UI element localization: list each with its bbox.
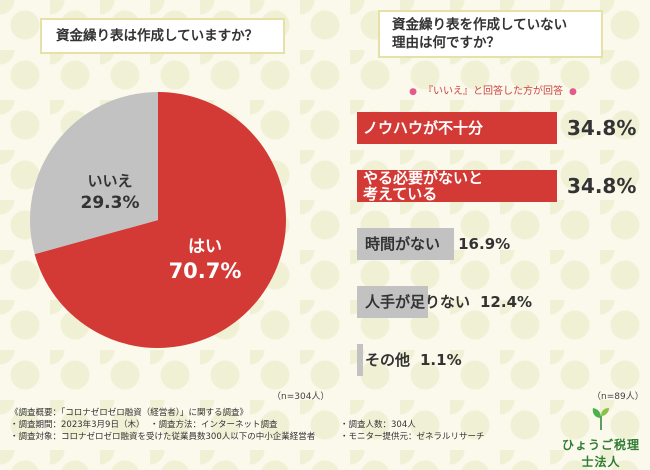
pie-chart [29,92,286,348]
bar-question-line1: 資金繰り表を作成していない [392,17,568,33]
footer-count: ・調査人数：304人 [340,420,416,430]
bar-n-label: （n=89人） [592,392,644,402]
footer-period: ・調査期間：2023年3月9日（木） [10,420,145,430]
pie-slice-no [29,92,158,255]
pie-value-yes: 70.7% [168,259,242,283]
sprout-icon [592,408,609,430]
bar-value-1: 34.8% [567,174,637,198]
pie-n-label: （n=304人） [272,392,330,402]
bar-value-3: 12.4% [480,293,533,311]
bar-label-line: その他 [365,351,411,369]
bar-label-4: その他 [365,352,410,368]
footer-method: ・調査方法：インターネット調査 [150,420,278,430]
pie-slice-yes [34,92,286,348]
bar-value-2: 16.9% [458,235,511,253]
pie-question-box: 資金繰り表は作成していますか？ [40,18,285,54]
bar-0 [357,112,557,144]
bar-label-1: やる必要がないと 考えている [363,170,483,202]
bar-label-3: 人手が足りない [365,294,470,310]
bar-label-line: 考えている [363,185,438,203]
footer-provider: ・モニター提供元：ゼネラルリサーチ [340,432,485,442]
pie-label-no: いいえ 29.3% [70,170,150,213]
bar-label-line: ノウハウが不十分 [363,119,484,137]
bar-4 [357,344,364,376]
bar-value-0: 34.8% [567,116,637,140]
respondent-tag-text: 『いいえ』と回答した方が回答 [423,86,563,97]
bar-question-line2: 理由は何ですか？ [392,35,500,51]
bar-label-0: ノウハウが不十分 [363,120,483,136]
bar-1 [357,170,557,202]
footer-overview: 《調査概要：「コロナゼロゼロ融資（経営者）」に関する調査》 [10,408,249,418]
footer-target: ・調査対象：コロナゼロゼロ融資を受けた従業員数300人以下の中小企業経営者 [10,432,316,442]
bar-2 [357,228,455,260]
pie-question: 資金繰り表は作成していますか？ [56,28,259,44]
bar-label-2: 時間がない [365,236,440,252]
bar-label-line: 人手が足りない [365,293,471,311]
bar-label-line: やる必要がないと [363,169,484,187]
logo: ひょうご税理士法人 [556,406,646,470]
pie-label-no-text: いいえ [87,172,133,190]
bar-question-box: 資金繰り表を作成していない 理由は何ですか？ [378,10,603,58]
pie-value-no: 29.3% [80,193,140,213]
pie-label-yes-text: はい [188,237,222,257]
bar-3 [357,286,429,318]
logo-name: ひょうご税理士法人 [561,438,640,469]
tag-dot-right: ● [569,87,577,97]
respondent-tag: ● 『いいえ』と回答した方が回答 ● [378,82,608,97]
pie-label-yes: はい 70.7% [160,232,250,283]
tag-dot-left: ● [409,87,417,97]
bar-value-4: 1.1% [420,351,462,369]
bar-label-line: 時間がない [365,235,441,253]
